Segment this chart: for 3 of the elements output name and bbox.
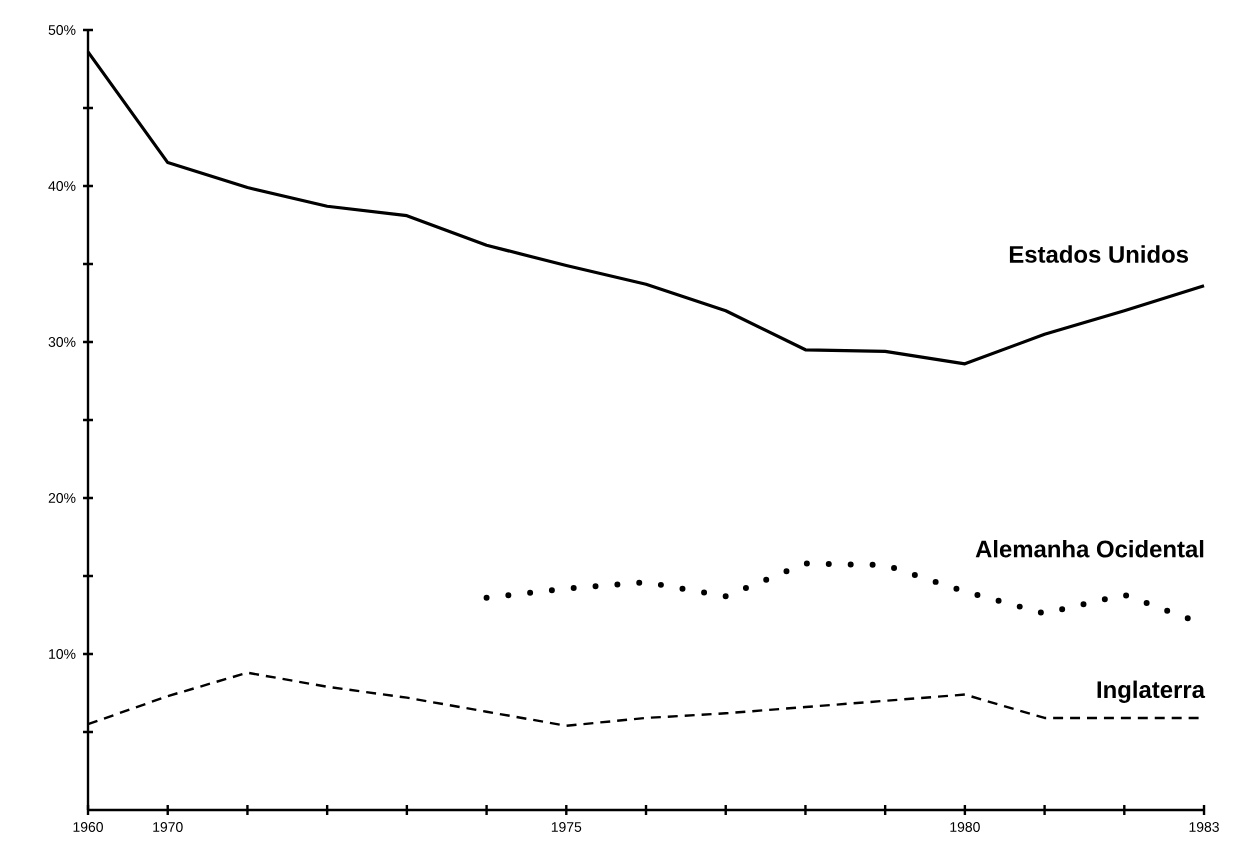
series-label: Alemanha Ocidental: [975, 540, 1204, 558]
series-label: Inglaterra: [1097, 680, 1206, 703]
series-label: Estados Unidos: [1009, 245, 1189, 263]
